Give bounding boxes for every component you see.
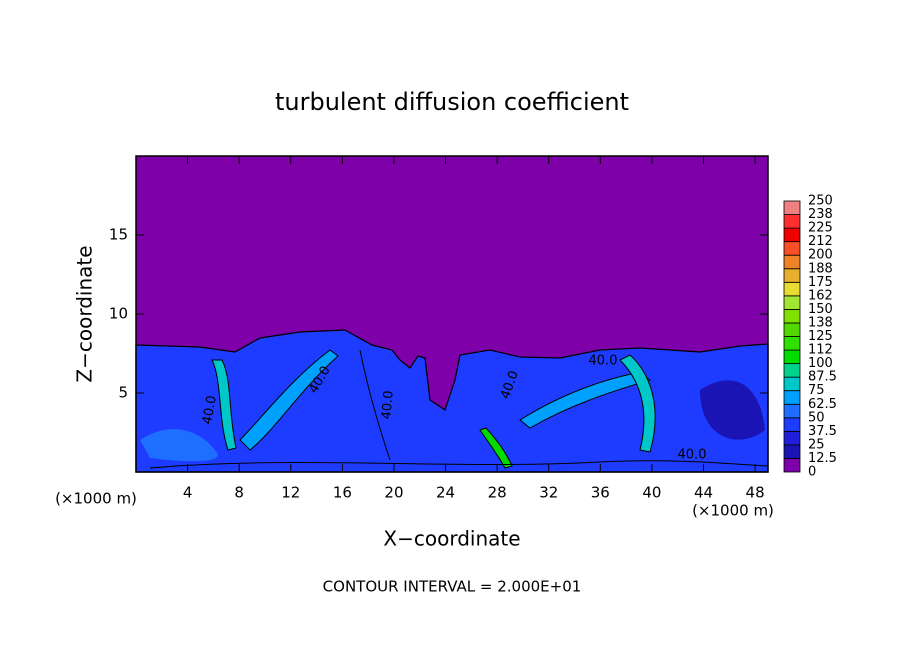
- colorbar-label: 175: [808, 275, 833, 290]
- colorbar-label: 87.5: [808, 370, 837, 385]
- colorbar-label: 37.5: [808, 424, 837, 439]
- x-tick-label: 12: [281, 484, 300, 502]
- x-tick-label: 20: [384, 484, 403, 502]
- colorbar-label: 250: [808, 194, 833, 209]
- y-tick-label: 10: [109, 305, 128, 323]
- colorbar-swatch: [783, 349, 801, 364]
- contour-label: 40.0: [678, 448, 707, 463]
- x-tick-label: 8: [234, 484, 244, 502]
- contour-label: 40.0: [589, 354, 618, 369]
- x-tick-label: 32: [539, 484, 558, 502]
- field-region: [700, 380, 765, 440]
- y-tick-label: 15: [109, 226, 128, 244]
- x-unit-label: (×1000 m): [55, 490, 137, 508]
- colorbar-swatch: [783, 336, 801, 351]
- colorbar-label: 200: [808, 248, 833, 263]
- field-region: [135, 329, 769, 473]
- field-region: [140, 429, 218, 462]
- field: [135, 156, 769, 473]
- x-tick-label: 40: [642, 484, 661, 502]
- footer: CONTOUR INTERVAL = 2.000E+01: [323, 578, 582, 596]
- colorbar-swatch: [783, 200, 801, 215]
- field-streak: [619, 354, 656, 453]
- colorbar-swatch: [783, 363, 801, 378]
- contour-line: [149, 460, 769, 469]
- x-tick-label: 44: [694, 484, 713, 502]
- contour-line: [359, 349, 391, 461]
- colorbar-swatch: [783, 227, 801, 243]
- field-streak: [479, 427, 513, 469]
- colorbar-label: 62.5: [808, 397, 837, 412]
- field-streak: [239, 349, 339, 451]
- colorbar-label: 75: [808, 383, 825, 398]
- colorbar-label: 50: [808, 410, 825, 425]
- colorbar-swatch: [783, 254, 801, 270]
- colorbar-swatch: [783, 214, 801, 229]
- colorbar-label: 150: [808, 302, 833, 317]
- colorbar-label: 138: [808, 315, 833, 330]
- contour-label: 40.0: [200, 394, 220, 425]
- colorbar-swatch: [783, 281, 801, 297]
- x-tick-label: 48: [746, 484, 765, 502]
- x-tick-label: 24: [436, 484, 455, 502]
- x-axis-label: X−coordinate: [383, 527, 520, 551]
- colorbar-swatch: [783, 268, 801, 283]
- colorbar-label: 112: [808, 343, 833, 358]
- x-tick-label: 28: [488, 484, 507, 502]
- contour-label: 40.0: [379, 390, 396, 420]
- field-streak: [211, 359, 237, 451]
- x-tick-label: 4: [183, 484, 193, 502]
- colorbar-swatch: [783, 444, 801, 459]
- x-tick-label: 36: [591, 484, 610, 502]
- y-axis-label: Z−coordinate: [73, 245, 97, 382]
- field-streak: [519, 371, 652, 429]
- colorbar-swatch: [783, 376, 801, 392]
- colorbar-label: 100: [808, 356, 833, 371]
- y-tick-label: 5: [118, 384, 128, 402]
- colorbar-swatch: [783, 417, 801, 432]
- colorbar-swatch: [783, 430, 801, 446]
- colorbar-label: 212: [808, 234, 833, 249]
- colorbar-swatch: [783, 403, 801, 419]
- colorbar-label: 12.5: [808, 451, 837, 466]
- colorbar-label: 162: [808, 288, 833, 303]
- colorbar-label: 238: [808, 207, 833, 222]
- chart-title: turbulent diffusion coefficient: [275, 88, 629, 116]
- colorbar-swatch: [783, 241, 801, 256]
- colorbar-label: 188: [808, 261, 833, 276]
- colorbar-swatch: [783, 308, 801, 324]
- colorbar-swatch: [783, 322, 801, 337]
- colorbar-swatch: [783, 295, 801, 310]
- colorbar-label: 25: [808, 437, 825, 452]
- colorbar-label: 0: [808, 465, 816, 480]
- colorbar-label: 225: [808, 221, 833, 236]
- x-unit-label: (×1000 m): [692, 502, 774, 520]
- colorbar-label: 125: [808, 329, 833, 344]
- colorbar-swatch: [783, 458, 801, 473]
- colorbar-swatch: [783, 390, 801, 405]
- x-tick-label: 16: [333, 484, 352, 502]
